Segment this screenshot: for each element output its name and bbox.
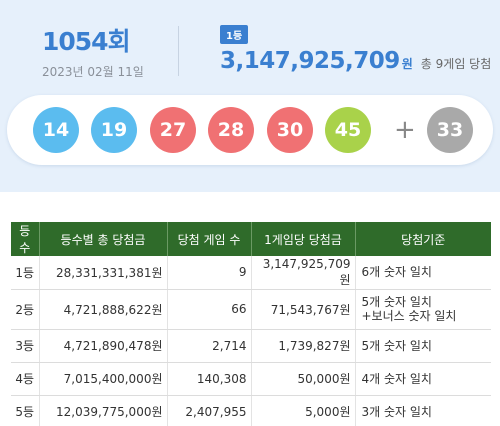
- total-prize-cell: 28,331,331,381원: [39, 256, 168, 290]
- divider: [178, 26, 179, 76]
- prize-table: 등수 등수별 총 당첨금 당첨 게임 수 1게임당 당첨금 당첨기준 1등 28…: [11, 222, 491, 426]
- rank-cell: 3등: [11, 329, 40, 363]
- per-game-cell: 50,000원: [251, 362, 356, 396]
- round-number: 1054회: [42, 27, 131, 56]
- rank-badge: 1등: [220, 25, 249, 44]
- table-row: 1등 28,331,331,381원 9 3,147,925,709원 6개 숫…: [11, 256, 491, 290]
- rank-cell: 5등: [11, 395, 40, 426]
- total-prize-cell: 4,721,890,478원: [39, 329, 168, 363]
- table-row: 3등 4,721,890,478원 2,714 1,739,827원 5개 숫자…: [11, 329, 491, 363]
- games-cell: 2,407,955: [167, 395, 252, 426]
- plus-icon: +: [394, 115, 416, 145]
- criteria-cell: 4개 숫자 일치: [355, 362, 491, 396]
- per-game-cell: 71,543,767원: [251, 289, 356, 330]
- per-game-cell: 1,739,827원: [251, 329, 356, 363]
- header-total-prize: 등수별 총 당첨금: [39, 222, 168, 256]
- games-cell: 140,308: [167, 362, 252, 396]
- table-header-row: 등수 등수별 총 당첨금 당첨 게임 수 1게임당 당첨금 당첨기준: [11, 222, 491, 256]
- criteria-line-2: +보너스 숫자 일치: [361, 309, 457, 323]
- header-rank: 등수: [11, 222, 40, 256]
- winning-ball-1: 14: [33, 107, 79, 153]
- header-prize-per-game: 1게임당 당첨금: [251, 222, 356, 256]
- bonus-ball: 33: [427, 107, 473, 153]
- winning-numbers: 14 19 27 28 30 45 + 33: [7, 95, 493, 165]
- per-game-cell: 5,000원: [251, 395, 356, 426]
- criteria-cell: 6개 숫자 일치: [355, 256, 491, 290]
- total-prize-cell: 4,721,888,622원: [39, 289, 168, 330]
- first-prize-info: 1등 3,147,925,709 원 총 9게임 당첨: [220, 24, 491, 74]
- round-info: 1054회 2023년 02월 11일: [42, 22, 144, 80]
- rank-cell: 2등: [11, 289, 40, 330]
- criteria-cell: 5개 숫자 일치: [355, 329, 491, 363]
- total-prize-cell: 7,015,400,000원: [39, 362, 168, 396]
- games-cell: 9: [167, 256, 252, 290]
- games-cell: 2,714: [167, 329, 252, 363]
- winning-ball-5: 30: [267, 107, 313, 153]
- table-row: 2등 4,721,888,622원 66 71,543,767원 5개 숫자 일…: [11, 289, 491, 330]
- rank-cell: 1등: [11, 256, 40, 290]
- games-cell: 66: [167, 289, 252, 330]
- first-prize-amount: 3,147,925,709: [220, 48, 400, 74]
- winners-count: 총 9게임 당첨: [420, 57, 492, 71]
- draw-date: 2023년 02월 11일: [42, 65, 144, 79]
- criteria-line-1: 5개 숫자 일치: [361, 295, 432, 309]
- draw-result-panel: 1054회 2023년 02월 11일 1등 3,147,925,709 원 총 9…: [0, 0, 500, 192]
- winning-ball-6: 45: [325, 107, 371, 153]
- table-row: 5등 12,039,775,000원 2,407,955 5,000원 3개 숫…: [11, 395, 491, 426]
- header-winning-games: 당첨 게임 수: [167, 222, 252, 256]
- table-row: 4등 7,015,400,000원 140,308 50,000원 4개 숫자 …: [11, 362, 491, 396]
- header-criteria: 당첨기준: [355, 222, 491, 256]
- winning-ball-4: 28: [208, 107, 254, 153]
- criteria-cell: 3개 숫자 일치: [355, 395, 491, 426]
- per-game-cell: 3,147,925,709원: [251, 256, 356, 290]
- rank-cell: 4등: [11, 362, 40, 396]
- winning-ball-2: 19: [91, 107, 137, 153]
- prize-unit: 원: [401, 57, 413, 71]
- criteria-cell: 5개 숫자 일치 +보너스 숫자 일치: [355, 289, 491, 330]
- winning-ball-3: 27: [150, 107, 196, 153]
- total-prize-cell: 12,039,775,000원: [39, 395, 168, 426]
